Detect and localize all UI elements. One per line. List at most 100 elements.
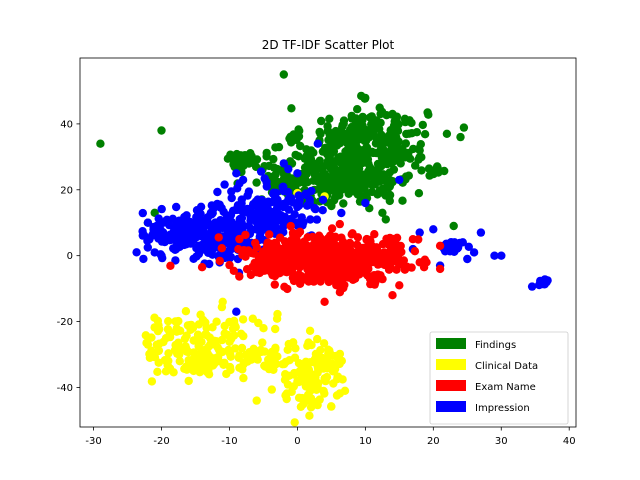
- data-point-clinical-data: [175, 350, 184, 359]
- data-point-findings: [385, 182, 394, 191]
- data-point-clinical-data: [161, 334, 171, 343]
- data-point-findings: [271, 170, 280, 180]
- data-point-clinical-data: [153, 326, 163, 336]
- data-point-impression: [451, 245, 460, 254]
- data-point-impression: [337, 208, 346, 218]
- data-point-exam-name: [238, 250, 247, 260]
- data-point-exam-name: [328, 238, 338, 247]
- data-point-clinical-data: [301, 357, 311, 366]
- data-point-clinical-data: [252, 396, 261, 405]
- y-tick-label: -40: [57, 383, 73, 394]
- data-point-findings: [376, 109, 385, 119]
- data-point-clinical-data: [196, 355, 205, 364]
- data-point-impression: [232, 169, 241, 178]
- data-point-clinical-data: [181, 307, 191, 316]
- data-point-clinical-data: [266, 352, 276, 361]
- data-point-findings: [379, 170, 388, 179]
- data-point-clinical-data: [254, 348, 263, 358]
- data-point-clinical-data: [267, 385, 276, 394]
- data-point-clinical-data: [306, 386, 315, 396]
- data-point-findings: [420, 130, 430, 139]
- data-point-impression: [276, 211, 286, 220]
- data-point-clinical-data: [208, 323, 217, 332]
- data-point-findings: [280, 174, 289, 183]
- data-point-impression: [171, 256, 180, 265]
- data-point-exam-name: [371, 277, 380, 286]
- data-point-clinical-data: [335, 356, 345, 365]
- data-point-clinical-data: [333, 372, 343, 381]
- data-point-findings: [347, 114, 357, 123]
- data-point-clinical-data: [218, 297, 227, 306]
- data-point-clinical-data: [328, 367, 338, 376]
- data-point-findings: [319, 162, 328, 171]
- data-point-findings: [456, 132, 465, 142]
- data-point-exam-name: [321, 240, 330, 249]
- data-point-exam-name: [166, 261, 175, 270]
- data-point-exam-name: [215, 256, 224, 266]
- data-point-clinical-data: [141, 331, 150, 340]
- data-point-impression: [173, 239, 182, 248]
- y-tick-label: 20: [60, 185, 73, 196]
- data-point-impression: [269, 188, 278, 197]
- data-point-impression: [172, 228, 181, 237]
- data-point-findings: [340, 129, 350, 139]
- data-point-clinical-data: [271, 345, 280, 354]
- data-point-clinical-data: [150, 313, 159, 322]
- data-point-clinical-data: [319, 386, 328, 396]
- data-point-findings: [326, 149, 336, 158]
- data-point-impression: [293, 169, 302, 178]
- y-tick-label: 40: [60, 119, 73, 130]
- data-point-exam-name: [297, 273, 306, 283]
- data-point-clinical-data: [313, 334, 322, 344]
- data-point-impression: [196, 209, 205, 219]
- data-point-findings: [424, 110, 433, 119]
- data-point-impression: [306, 215, 315, 224]
- data-point-findings: [332, 141, 342, 150]
- x-axis: -30 -20 -10 0 10 20 30 40: [85, 427, 576, 447]
- data-point-clinical-data: [259, 324, 268, 333]
- data-point-clinical-data: [143, 340, 153, 349]
- data-point-impression: [279, 186, 288, 196]
- data-point-findings: [417, 166, 426, 175]
- data-point-findings: [363, 145, 372, 155]
- data-point-impression: [318, 206, 327, 215]
- data-point-exam-name: [392, 265, 401, 274]
- data-point-exam-name: [335, 219, 344, 229]
- data-point-findings: [365, 113, 375, 122]
- data-point-findings: [433, 167, 442, 176]
- data-point-impression: [186, 222, 195, 231]
- data-point-exam-name: [291, 229, 301, 239]
- data-point-impression: [157, 251, 166, 260]
- data-point-clinical-data: [180, 364, 189, 373]
- data-point-impression: [234, 205, 243, 214]
- x-tick-label: -30: [85, 436, 101, 447]
- data-point-findings: [318, 179, 327, 189]
- plot-frame: [79, 57, 577, 428]
- data-point-impression: [180, 235, 189, 244]
- data-point-findings: [302, 145, 311, 154]
- data-point-findings: [411, 161, 420, 170]
- data-point-clinical-data: [171, 340, 180, 350]
- data-point-impression: [216, 203, 225, 212]
- data-point-exam-name: [298, 261, 308, 270]
- data-point-clinical-data: [202, 331, 212, 340]
- data-point-impression: [313, 139, 322, 148]
- data-point-exam-name: [408, 235, 418, 244]
- data-point-findings: [331, 165, 340, 174]
- data-point-clinical-data: [164, 317, 173, 326]
- data-point-clinical-data: [183, 321, 193, 330]
- data-point-findings: [353, 174, 363, 183]
- data-point-findings: [362, 127, 371, 137]
- data-point-impression: [222, 237, 231, 247]
- data-point-findings: [352, 131, 362, 140]
- data-point-findings: [398, 196, 407, 205]
- data-point-clinical-data: [294, 393, 304, 402]
- data-point-findings: [325, 130, 334, 140]
- data-point-findings: [442, 129, 452, 138]
- data-point-findings: [418, 120, 427, 130]
- data-point-clinical-data: [181, 342, 190, 351]
- data-point-clinical-data: [281, 357, 290, 367]
- data-point-findings: [382, 149, 391, 159]
- data-point-exam-name: [348, 253, 357, 263]
- data-point-findings: [404, 129, 414, 138]
